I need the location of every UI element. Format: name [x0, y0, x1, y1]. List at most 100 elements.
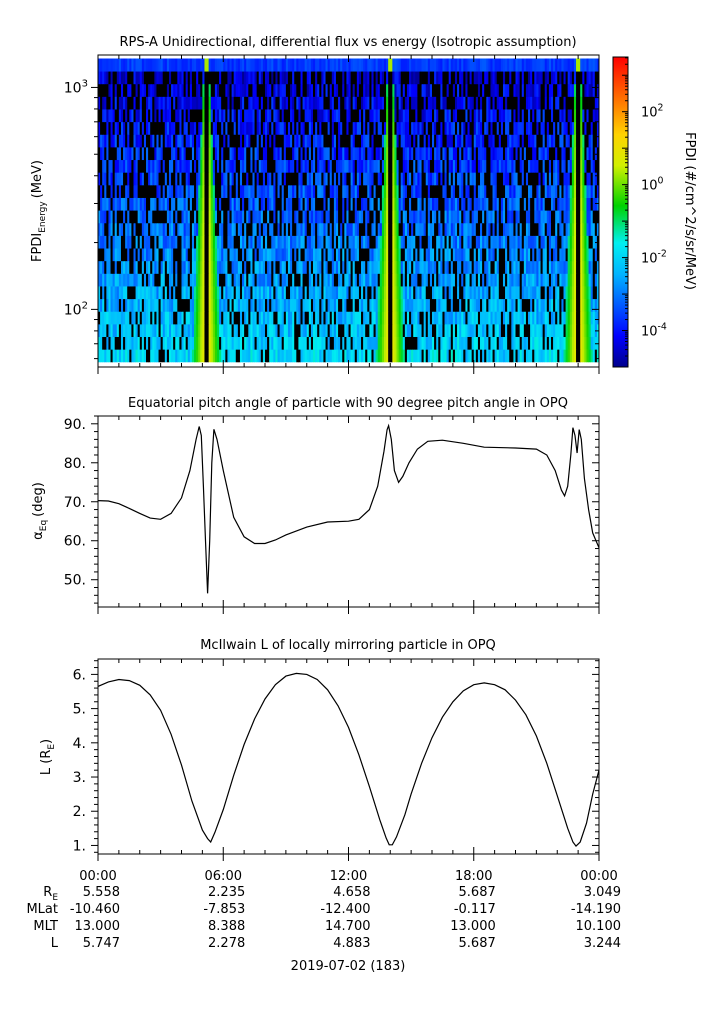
heatmap-cell: [548, 349, 552, 363]
heatmap-cell: [252, 134, 255, 148]
heatmap-cell: [233, 146, 237, 161]
heatmap-cell: [463, 109, 466, 123]
heatmap-cell: [265, 248, 268, 262]
heatmap-cell: [475, 298, 479, 312]
heatmap-cell: [381, 197, 385, 211]
heatmap-cell: [394, 222, 397, 236]
heatmap-cell: [125, 159, 128, 173]
heatmap-cell: [425, 222, 429, 236]
heatmap-cell: [473, 172, 477, 186]
heatmap-cell: [588, 121, 592, 135]
heatmap-cell: [348, 311, 351, 325]
heatmap-cell: [333, 235, 337, 249]
heatmap-cell: [354, 323, 358, 337]
heatmap-cell: [358, 349, 362, 363]
heatmap-cell: [106, 172, 109, 186]
heatmap-cell: [310, 121, 314, 135]
heatmap-cell: [273, 146, 276, 161]
heatmap-cell: [354, 172, 358, 186]
heatmap-cell: [219, 184, 222, 198]
heatmap-cell: [490, 96, 493, 110]
heatmap-cell: [198, 159, 201, 173]
heatmap-cell: [423, 248, 427, 262]
heatmap-cell: [275, 197, 278, 211]
heatmap-cell: [310, 349, 314, 363]
heatmap-cell: [576, 197, 579, 211]
heatmap-cell: [559, 222, 562, 236]
heatmap-cell: [475, 273, 479, 287]
heatmap-cell: [321, 96, 324, 110]
heatmap-cell: [494, 260, 498, 274]
heatmap-cell: [356, 146, 360, 161]
heatmap-cell: [550, 273, 554, 287]
heatmap-cell: [573, 311, 577, 325]
heatmap-cell: [396, 96, 399, 110]
heatmap-cell: [100, 323, 103, 337]
heatmap-cell: [210, 298, 214, 312]
heatmap-cell: [440, 349, 443, 363]
heatmap-cell: [521, 121, 525, 135]
heatmap-cell: [106, 349, 109, 363]
heatmap-cell: [415, 146, 418, 161]
heatmap-cell: [438, 134, 441, 148]
heatmap-cell: [262, 146, 266, 161]
heatmap-cell: [146, 197, 149, 211]
heatmap-cell: [287, 159, 291, 173]
heatmap-cell: [398, 222, 402, 236]
heatmap-cell: [235, 121, 239, 135]
heatmap-cell: [507, 311, 510, 325]
heatmap-cell: [231, 159, 235, 173]
heatmap-cell: [204, 336, 207, 350]
heatmap-cell: [258, 336, 262, 350]
heatmap-cell: [168, 311, 172, 325]
heatmap-cell: [457, 134, 460, 148]
heatmap-cell: [386, 248, 389, 262]
heatmap-cell: [340, 159, 343, 173]
heatmap-cell: [175, 210, 178, 224]
heatmap-cell: [108, 134, 111, 148]
heatmap-cell: [108, 235, 111, 249]
heatmap-cell: [390, 210, 393, 224]
heatmap-cell: [390, 159, 393, 173]
heatmap-cell: [409, 121, 412, 135]
heatmap-cell: [592, 336, 596, 350]
heatmap-cell: [244, 197, 247, 211]
heatmap-cell: [379, 134, 383, 148]
heatmap-cell: [502, 248, 506, 262]
heatmap-cell: [434, 248, 437, 262]
heatmap-cell: [168, 298, 172, 312]
heatmap-cell: [375, 96, 379, 110]
heatmap-cell: [594, 159, 598, 173]
heatmap-cell: [488, 273, 491, 287]
heatmap-cell: [521, 146, 525, 161]
heatmap-cell: [536, 109, 539, 123]
heatmap-cell: [361, 311, 364, 325]
heatmap-cell: [116, 235, 120, 249]
heatmap-cell: [563, 222, 566, 236]
heatmap-cell: [467, 286, 470, 300]
heatmap-cell: [594, 260, 598, 274]
heatmap-cell: [369, 134, 372, 148]
heatmap-cell: [356, 109, 360, 123]
heatmap-cell: [498, 235, 502, 249]
heatmap-cell: [202, 235, 205, 249]
heatmap-cell: [214, 197, 218, 211]
heatmap-cell: [335, 260, 339, 274]
heatmap-cell: [267, 172, 270, 186]
heatmap-cell: [550, 184, 554, 198]
heatmap-cell: [210, 323, 214, 337]
heatmap-cell: [467, 336, 470, 350]
heatmap-cell: [419, 159, 422, 173]
heatmap-cell: [440, 197, 443, 211]
heatmap-cell: [187, 248, 191, 262]
heatmap-cell: [513, 349, 516, 363]
heatmap-cell: [429, 349, 433, 363]
heatmap-cell: [323, 121, 326, 135]
heatmap-cell: [335, 311, 339, 325]
heatmap-cell: [252, 172, 255, 186]
heatmap-cell: [131, 134, 134, 148]
heatmap-cell: [191, 172, 195, 186]
heatmap-cell: [513, 109, 516, 123]
heatmap-cell: [358, 134, 362, 148]
heatmap-cell: [235, 298, 239, 312]
